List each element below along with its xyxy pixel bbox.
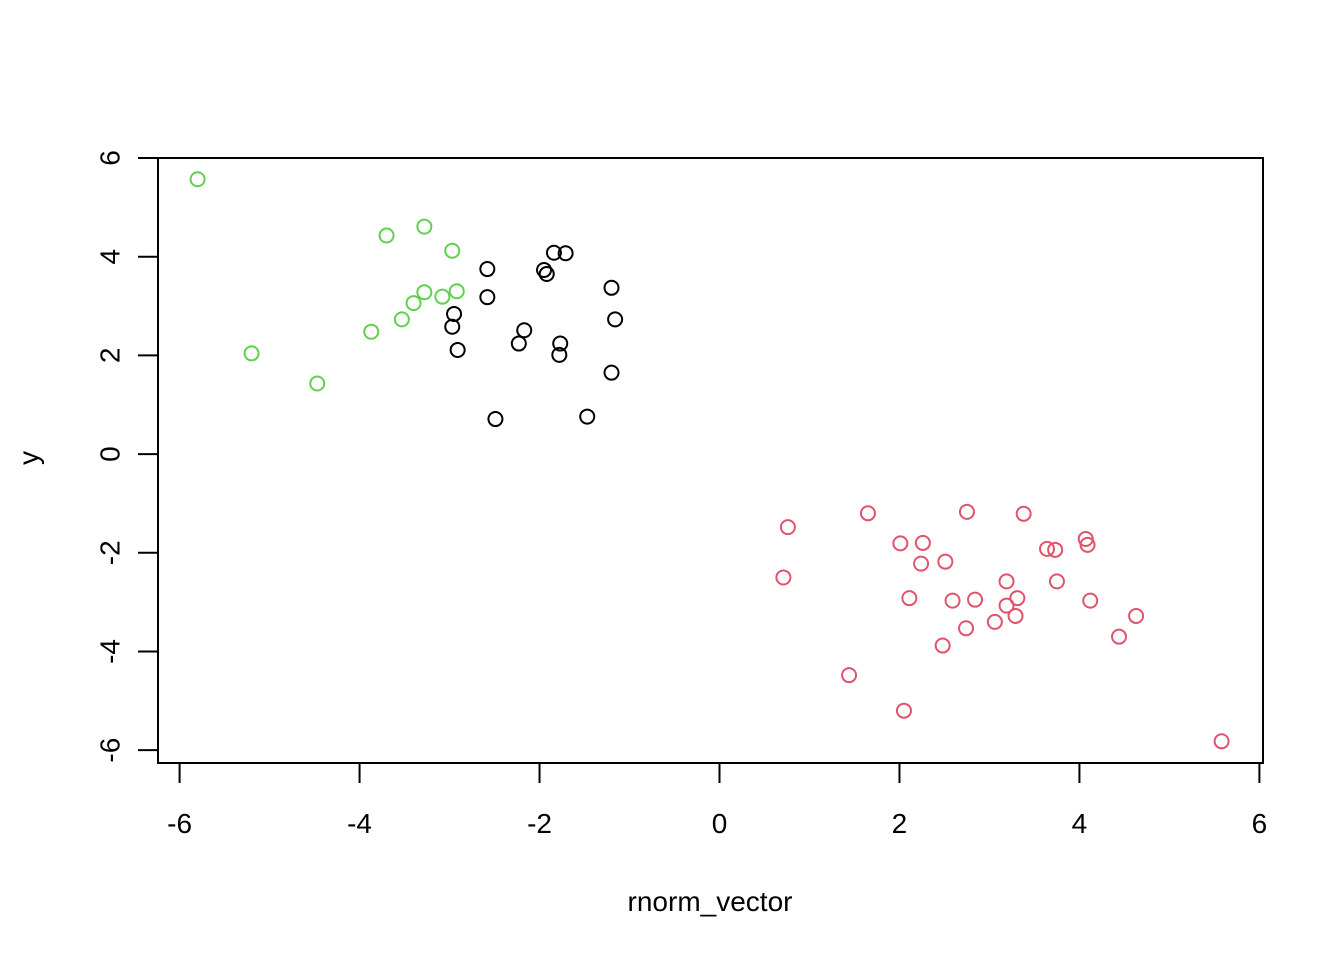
data-point: [779, 519, 796, 536]
y-tick-label: 0: [95, 446, 126, 462]
x-tick-label: -4: [347, 808, 372, 839]
data-point: [986, 613, 1003, 630]
data-point: [405, 295, 422, 312]
data-point: [309, 375, 326, 392]
data-point: [913, 555, 930, 572]
y-tick-label: -4: [95, 639, 126, 664]
data-point: [378, 227, 395, 244]
data-point: [914, 534, 931, 551]
data-point: [901, 590, 918, 607]
data-point: [552, 335, 569, 352]
data-point: [416, 284, 433, 301]
data-point: [479, 289, 496, 306]
data-point: [579, 408, 596, 425]
data-point: [1213, 733, 1230, 750]
data-point: [363, 323, 380, 340]
y-tick-label: 4: [95, 249, 126, 265]
data-point: [444, 318, 461, 335]
data-point: [1009, 590, 1026, 607]
x-tick-label: 2: [892, 808, 908, 839]
data-point: [189, 171, 206, 188]
x-tick-label: 4: [1072, 808, 1088, 839]
data-point: [545, 244, 562, 261]
data-point: [1048, 573, 1065, 590]
data-point: [1047, 541, 1064, 558]
data-point: [1039, 540, 1056, 557]
data-point: [551, 346, 568, 363]
data-point: [416, 218, 433, 235]
data-point: [510, 335, 527, 352]
data-point: [1111, 628, 1128, 645]
data-point: [937, 553, 954, 570]
data-point: [895, 702, 912, 719]
x-axis-label: rnorm_vector: [628, 886, 793, 917]
y-axis-label: y: [13, 451, 44, 465]
data-point: [998, 573, 1015, 590]
data-point: [538, 265, 555, 282]
data-points: [189, 171, 1230, 750]
data-point: [479, 261, 496, 278]
x-axis: -6 -4 -2 0 2 4 6: [167, 762, 1268, 839]
data-point: [607, 311, 624, 328]
data-point: [958, 503, 975, 520]
data-point: [516, 322, 533, 339]
data-point: [603, 279, 620, 296]
data-point: [967, 591, 984, 608]
data-point: [775, 569, 792, 586]
data-point: [958, 620, 975, 637]
data-point: [1007, 607, 1024, 624]
data-point: [393, 311, 410, 328]
data-point: [841, 667, 858, 684]
data-point: [536, 262, 553, 279]
data-point: [1079, 536, 1096, 553]
data-point: [998, 597, 1015, 614]
data-point: [446, 305, 463, 322]
data-point: [1082, 592, 1099, 609]
data-point: [434, 288, 451, 305]
y-tick-label: -6: [95, 738, 126, 763]
y-axis: -6 -4 -2 0 2 4 6: [95, 150, 159, 763]
data-point: [859, 505, 876, 522]
x-tick-label: 0: [712, 808, 728, 839]
data-point: [944, 592, 961, 609]
y-tick-label: 2: [95, 348, 126, 364]
data-point: [449, 341, 466, 358]
data-point: [1128, 607, 1145, 624]
data-point: [557, 245, 574, 262]
y-tick-label: -2: [95, 540, 126, 565]
plot-frame: [157, 157, 1264, 764]
x-tick-label: 6: [1252, 808, 1268, 839]
data-point: [444, 242, 461, 259]
data-point: [448, 283, 465, 300]
data-point: [934, 637, 951, 654]
x-tick-label: -6: [167, 808, 192, 839]
data-point: [487, 411, 504, 428]
data-point: [1015, 505, 1032, 522]
y-tick-label: 6: [95, 150, 126, 166]
data-point: [892, 535, 909, 552]
x-tick-label: -2: [527, 808, 552, 839]
data-point: [603, 364, 620, 381]
data-point: [243, 345, 260, 362]
